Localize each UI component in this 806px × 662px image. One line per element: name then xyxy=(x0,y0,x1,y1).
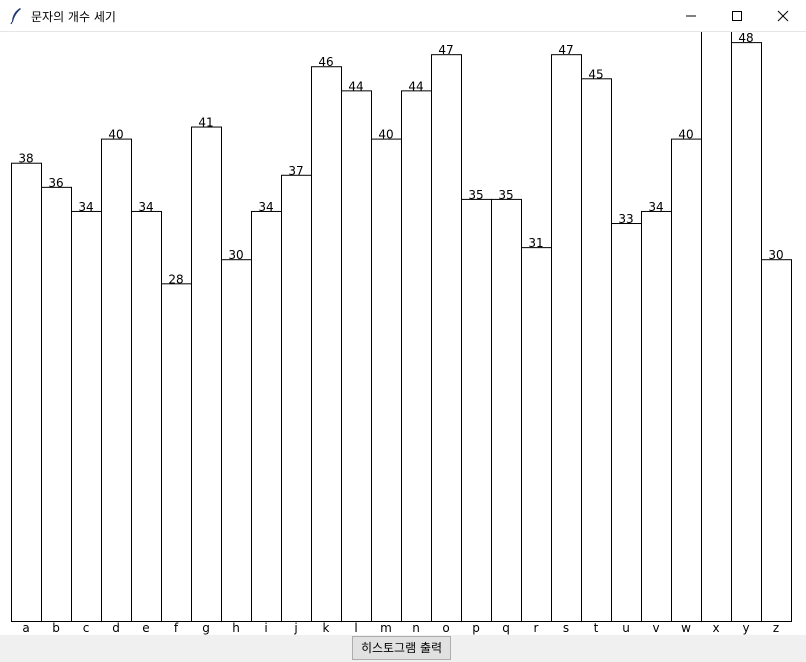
bar-u xyxy=(611,223,642,623)
value-label-t: 45 xyxy=(588,67,603,81)
value-label-y: 48 xyxy=(738,32,753,45)
value-label-f: 28 xyxy=(168,272,183,286)
bar-p xyxy=(461,198,492,622)
category-label-t: t xyxy=(594,621,599,635)
category-label-g: g xyxy=(202,621,210,635)
category-label-l: l xyxy=(354,621,357,635)
minimize-button[interactable] xyxy=(668,0,714,31)
bar-m xyxy=(371,138,402,622)
category-label-o: o xyxy=(442,621,449,635)
category-label-a: a xyxy=(22,621,29,635)
value-label-s: 47 xyxy=(558,43,573,57)
bar-d xyxy=(101,138,132,622)
bar-g xyxy=(191,126,222,622)
value-label-l: 44 xyxy=(348,79,363,93)
category-label-r: r xyxy=(534,621,539,635)
value-label-e: 34 xyxy=(138,200,153,214)
bar-b xyxy=(41,186,72,622)
value-label-u: 33 xyxy=(618,212,633,226)
category-label-m: m xyxy=(380,621,392,635)
window-title: 문자의 개수 세기 xyxy=(31,10,116,24)
category-label-s: s xyxy=(563,621,569,635)
bar-t xyxy=(581,78,612,623)
histogram-chart: 38 a 36 b 34 c 40 d 34 e 28 f 41 g 30 h 34 i 37 j 46 k 44 l 40 m 4… xyxy=(11,32,792,635)
bar-l xyxy=(341,90,372,623)
minimize-icon xyxy=(686,15,696,17)
print-histogram-button[interactable]: 히스토그램 출력 xyxy=(352,636,451,660)
category-label-i: i xyxy=(264,621,267,635)
bar-j xyxy=(281,174,312,622)
category-label-u: u xyxy=(622,621,630,635)
category-label-b: b xyxy=(52,621,60,635)
bar-y xyxy=(731,42,762,623)
category-label-z: z xyxy=(773,621,779,635)
value-label-x: 49 xyxy=(708,32,723,33)
value-label-p: 35 xyxy=(468,188,483,202)
value-label-h: 30 xyxy=(228,248,243,262)
bar-n xyxy=(401,90,432,623)
bar-f xyxy=(161,283,192,622)
value-label-d: 40 xyxy=(108,128,123,142)
bar-h xyxy=(221,259,252,622)
bar-w xyxy=(671,138,702,622)
category-label-j: j xyxy=(293,621,297,635)
bar-c xyxy=(71,210,102,623)
bar-i xyxy=(251,210,282,623)
value-label-b: 36 xyxy=(48,176,63,190)
value-label-w: 40 xyxy=(678,128,693,142)
bar-q xyxy=(491,198,522,622)
value-label-m: 40 xyxy=(378,128,393,142)
close-icon xyxy=(777,10,789,22)
category-label-n: n xyxy=(412,621,420,635)
category-label-w: w xyxy=(681,621,691,635)
value-label-o: 47 xyxy=(438,43,453,57)
bar-z xyxy=(761,259,792,622)
category-label-f: f xyxy=(174,621,179,635)
category-label-v: v xyxy=(652,621,659,635)
bar-o xyxy=(431,54,462,623)
bar-r xyxy=(521,247,552,622)
category-label-d: d xyxy=(112,621,120,635)
bottom-bar: 히스토그램 출력 xyxy=(0,635,806,662)
value-label-i: 34 xyxy=(258,200,273,214)
category-label-e: e xyxy=(142,621,149,635)
category-label-y: y xyxy=(742,621,749,635)
value-label-k: 46 xyxy=(318,55,333,69)
maximize-icon xyxy=(732,11,742,21)
bar-s xyxy=(551,54,582,623)
value-label-a: 38 xyxy=(18,152,33,166)
value-label-r: 31 xyxy=(528,236,543,250)
category-label-q: q xyxy=(502,621,510,635)
value-label-c: 34 xyxy=(78,200,93,214)
histogram-canvas: 38 a 36 b 34 c 40 d 34 e 28 f 41 g 30 h 34 i 37 j 46 k 44 l 40 m 4… xyxy=(0,32,806,635)
feather-icon xyxy=(10,8,21,25)
value-label-n: 44 xyxy=(408,79,423,93)
category-label-x: x xyxy=(712,621,719,635)
bar-k xyxy=(311,66,342,623)
category-label-k: k xyxy=(323,621,330,635)
close-button[interactable] xyxy=(760,0,806,31)
value-label-z: 30 xyxy=(768,248,783,262)
title-bar: 문자의 개수 세기 xyxy=(0,0,806,32)
maximize-button[interactable] xyxy=(714,0,760,31)
category-label-p: p xyxy=(472,621,480,635)
value-label-g: 41 xyxy=(198,116,213,130)
value-label-v: 34 xyxy=(648,200,663,214)
bar-v xyxy=(641,210,672,623)
bar-e xyxy=(131,210,162,623)
value-label-j: 37 xyxy=(288,164,303,178)
bar-x xyxy=(701,32,732,623)
value-label-q: 35 xyxy=(498,188,513,202)
category-label-h: h xyxy=(232,621,240,635)
bar-a xyxy=(11,162,42,622)
category-label-c: c xyxy=(83,621,90,635)
